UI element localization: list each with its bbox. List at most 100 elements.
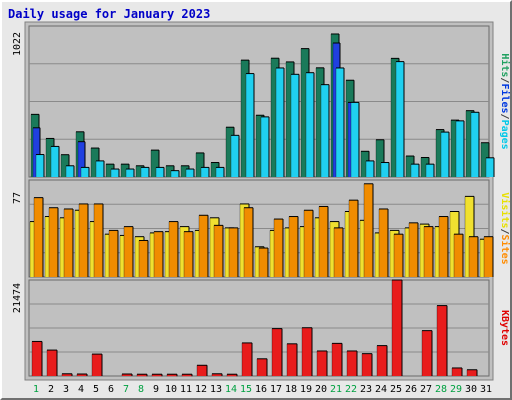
x-tick-label: 5 <box>93 384 99 395</box>
legend-entry: KBytes <box>499 310 510 346</box>
bar-kbytes <box>46 349 58 376</box>
bar-sites <box>273 218 284 277</box>
bar-pages <box>275 67 285 177</box>
x-tick-label: 10 <box>165 384 177 395</box>
bar-kbytes <box>61 373 73 376</box>
x-tick-label: 21 <box>330 384 342 395</box>
bar-pages <box>65 165 75 177</box>
bar-sites <box>258 247 269 277</box>
legend-entry: / <box>499 114 510 120</box>
bar-pages <box>155 166 165 177</box>
bar-pages <box>455 120 465 177</box>
bar-kbytes <box>331 342 343 376</box>
bar-kbytes <box>376 345 388 376</box>
x-tick-label: 15 <box>240 384 252 395</box>
x-tick-label: 31 <box>480 384 492 395</box>
bar-kbytes <box>91 353 103 376</box>
bar-kbytes <box>301 327 313 376</box>
bar-kbytes <box>76 373 88 376</box>
legend-hits-files-pages: Hits/Files/Pages <box>499 53 511 149</box>
x-tick-label: 8 <box>138 384 144 395</box>
bar-kbytes <box>451 367 463 376</box>
bar-sites <box>123 226 134 277</box>
bar-pages <box>215 166 225 177</box>
x-tick-label: 4 <box>78 384 84 395</box>
x-tick-label: 11 <box>180 384 192 395</box>
legend-entry: Sites <box>499 235 511 265</box>
x-tick-label: 23 <box>360 384 372 395</box>
bar-sites <box>393 233 404 277</box>
bar-sites <box>228 227 239 277</box>
x-tick-label: 16 <box>255 384 267 395</box>
bar-sites <box>93 203 104 277</box>
bar-pages <box>320 84 330 177</box>
bar-kbytes <box>286 343 298 376</box>
bar-kbytes <box>181 373 193 377</box>
bar-kbytes <box>136 373 148 377</box>
bar-kbytes <box>121 373 133 376</box>
bar-pages <box>440 131 450 177</box>
legend-entry: Visits <box>499 192 511 228</box>
bar-pages <box>305 72 315 177</box>
bar-kbytes <box>316 350 328 376</box>
bar-pages <box>110 168 120 177</box>
bar-pages <box>470 111 480 177</box>
bar-pages <box>485 157 495 177</box>
bar-sites <box>303 209 314 277</box>
bar-pages <box>230 134 240 177</box>
bar-kbytes <box>256 358 268 376</box>
bar-kbytes <box>196 364 208 376</box>
bar-pages <box>335 67 345 177</box>
x-tick-label: 18 <box>285 384 297 395</box>
bar-kbytes <box>151 373 163 377</box>
x-tick-label: 2 <box>48 384 54 395</box>
x-tick-label: 22 <box>345 384 357 395</box>
bar-sites <box>243 207 254 277</box>
bar-pages <box>80 166 90 177</box>
bar-sites <box>138 239 149 277</box>
x-tick-label: 6 <box>108 384 114 395</box>
x-tick-label: 28 <box>435 384 447 395</box>
bar-pages <box>410 163 420 177</box>
bar-pages <box>260 116 270 177</box>
bar-sites <box>33 197 44 277</box>
bar-kbytes <box>421 330 433 376</box>
bar-kbytes <box>166 373 178 377</box>
x-tick-label: 27 <box>420 384 432 395</box>
bar-sites <box>483 236 494 277</box>
bar-pages <box>95 160 105 177</box>
bar-sites <box>153 231 164 277</box>
bar-sites <box>168 221 179 277</box>
bar-sites <box>213 224 224 277</box>
y-max-label: 21474 <box>12 283 23 313</box>
bar-sites <box>363 183 374 277</box>
legend-entry: / <box>499 228 510 234</box>
bar-pages <box>290 73 300 177</box>
bar-pages <box>50 145 60 177</box>
bar-pages <box>140 166 150 177</box>
bar-pages <box>350 101 360 177</box>
bar-pages <box>125 168 135 177</box>
x-tick-label: 3 <box>63 384 69 395</box>
bar-pages <box>395 61 405 177</box>
x-tick-label: 30 <box>465 384 477 395</box>
x-tick-label: 14 <box>225 384 237 395</box>
bar-kbytes <box>346 350 358 376</box>
legend-entry: Hits <box>499 53 511 77</box>
bar-kbytes <box>241 342 253 376</box>
bar-sites <box>333 227 344 277</box>
x-tick-label: 25 <box>390 384 402 395</box>
x-tick-label: 19 <box>300 384 312 395</box>
bar-kbytes <box>436 305 448 376</box>
x-tick-label: 24 <box>375 384 387 395</box>
bar-kbytes <box>466 369 478 376</box>
x-tick-label: 29 <box>450 384 462 395</box>
bar-sites <box>318 205 329 277</box>
bar-sites <box>438 216 449 277</box>
legend-kbytes: KBytes <box>499 310 510 346</box>
x-tick-label: 20 <box>315 384 327 395</box>
bar-sites <box>63 208 74 277</box>
bar-pages <box>365 160 375 177</box>
bar-pages <box>170 170 180 177</box>
